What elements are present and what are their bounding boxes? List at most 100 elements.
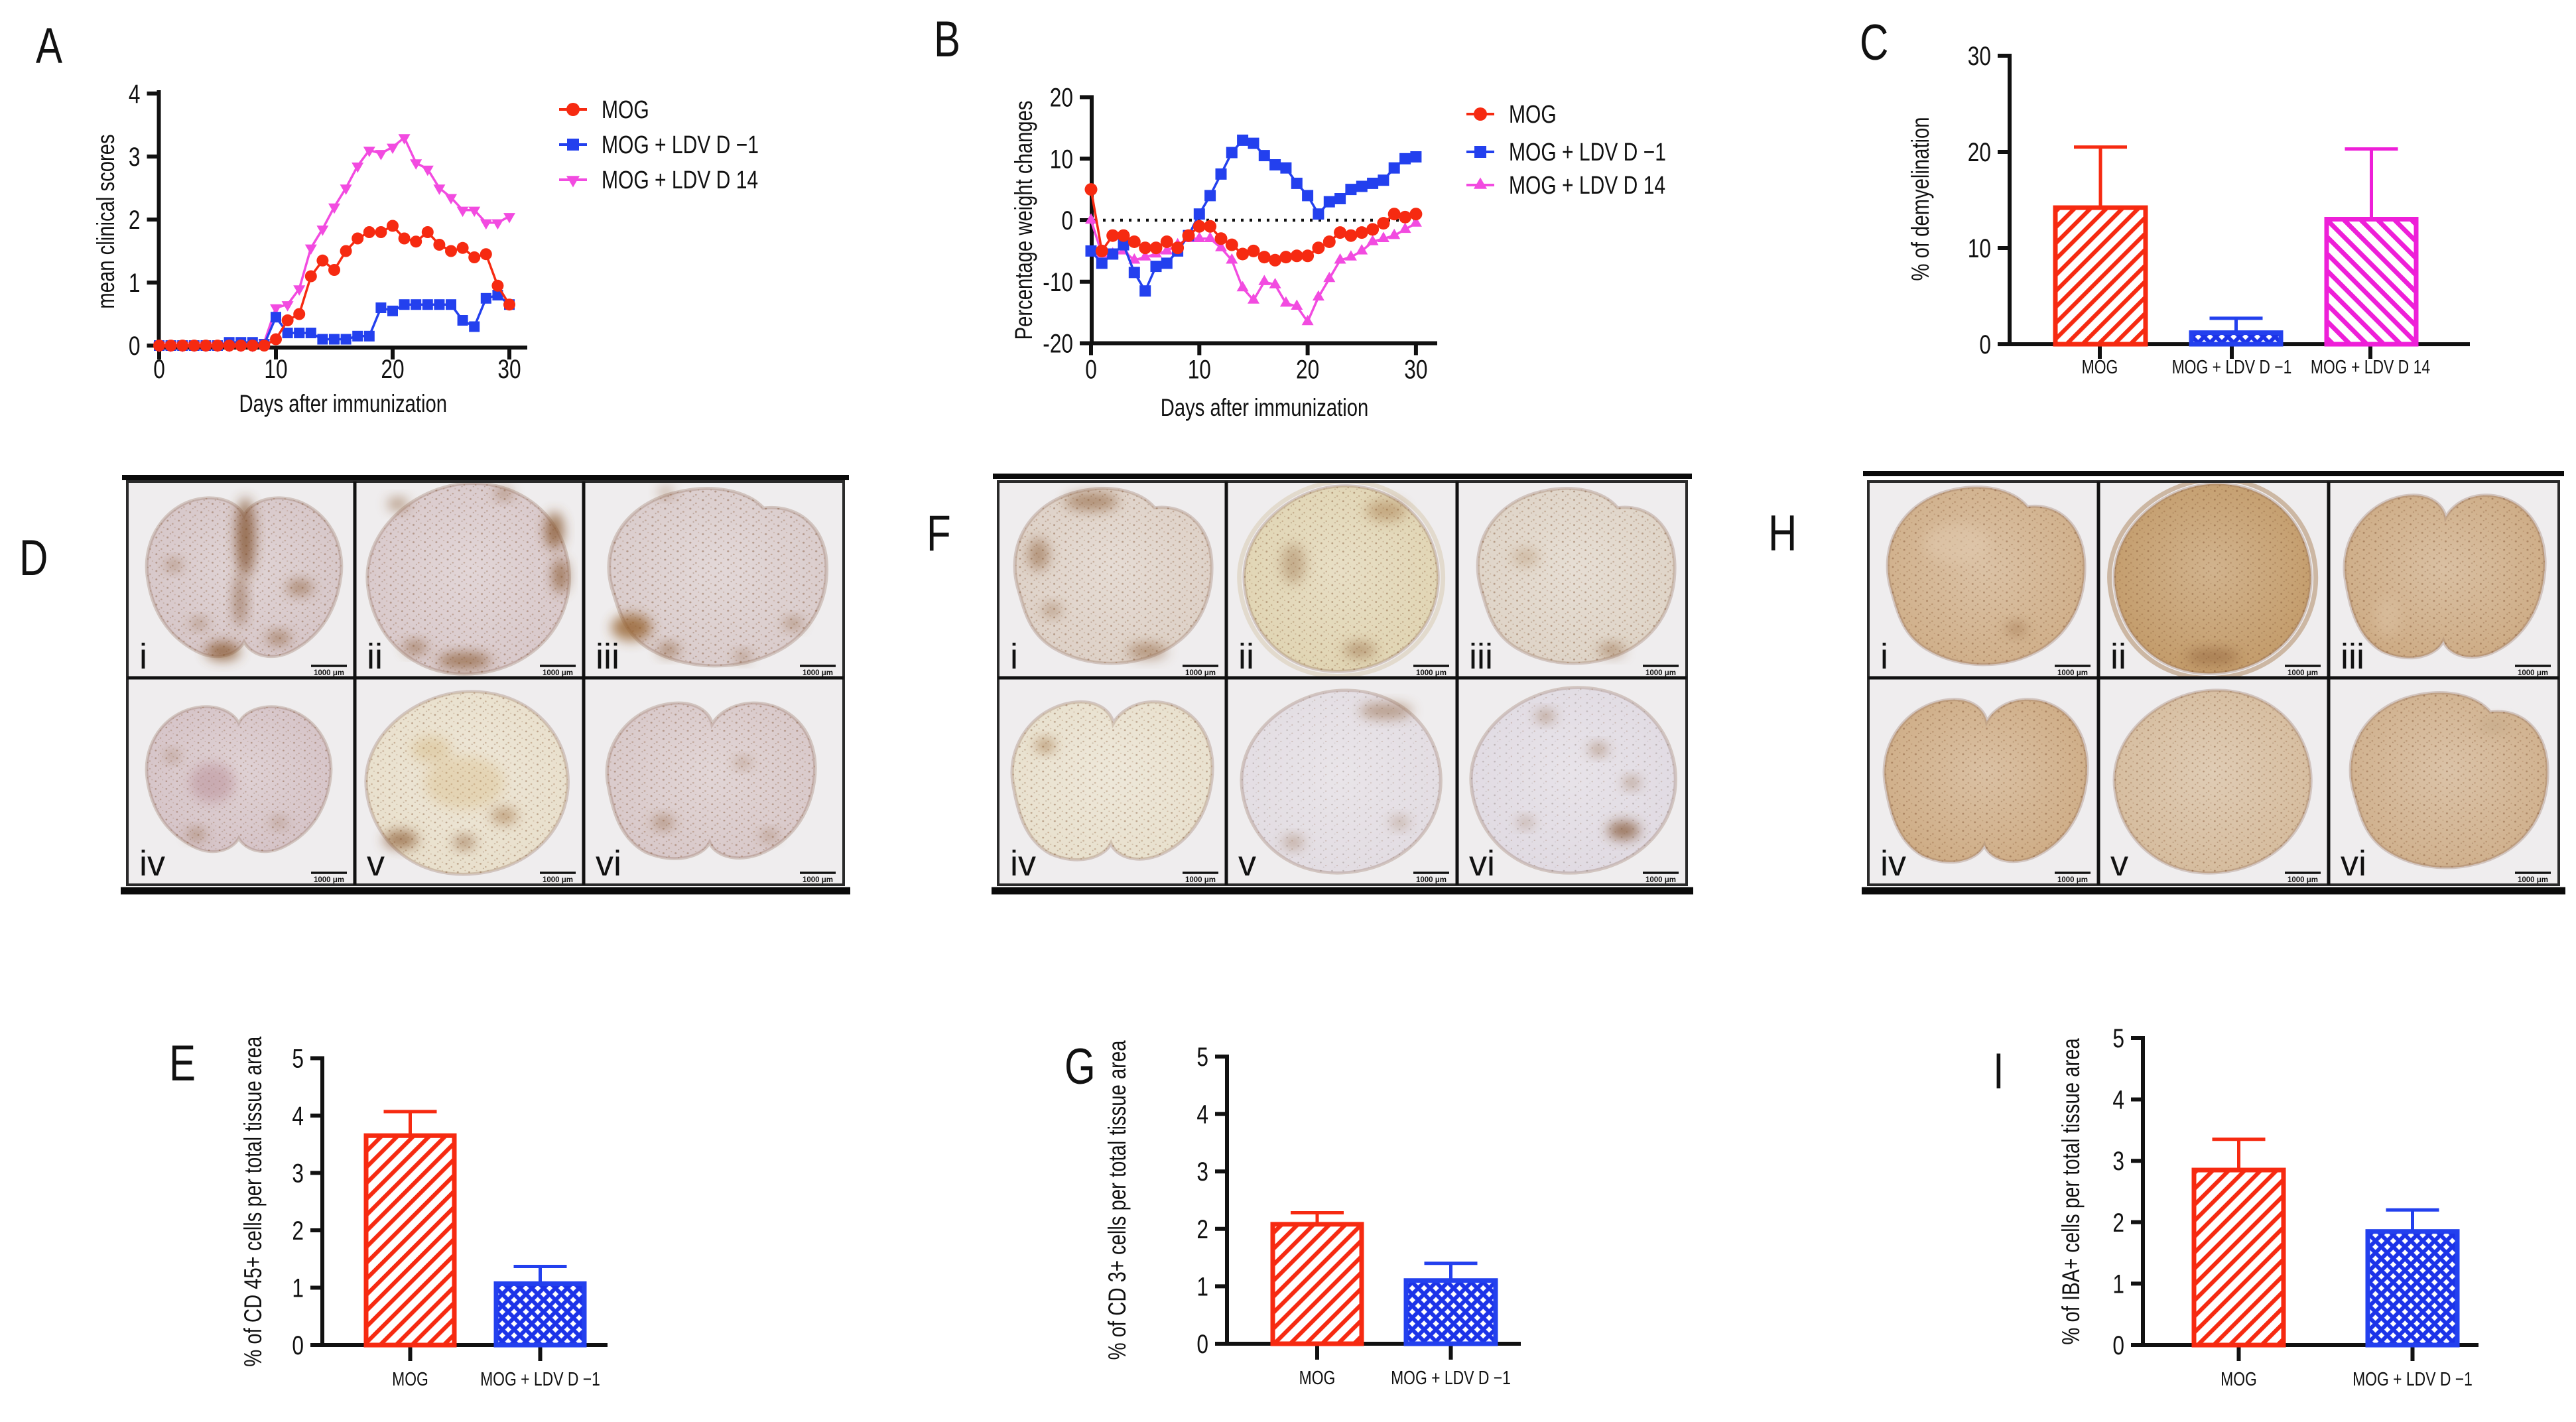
svg-text:5: 5 [2112, 1024, 2124, 1053]
svg-text:1000 μm: 1000 μm [1416, 876, 1447, 884]
svg-text:mean clinical scores: mean clinical scores [92, 134, 119, 308]
svg-text:1000 μm: 1000 μm [2287, 669, 2318, 677]
svg-text:1000 μm: 1000 μm [2287, 876, 2318, 884]
svg-text:MOG: MOG [2082, 357, 2118, 378]
svg-text:0: 0 [1979, 330, 1991, 359]
svg-text:1000 μm: 1000 μm [314, 876, 344, 884]
svg-text:% of CD 45+ cells per total ti: % of CD 45+ cells per total tissue area [239, 1036, 267, 1366]
svg-text:2: 2 [129, 206, 141, 235]
svg-text:1: 1 [292, 1274, 304, 1303]
svg-text:ii: ii [1238, 637, 1254, 677]
svg-text:4: 4 [292, 1102, 304, 1131]
svg-text:0: 0 [1085, 356, 1097, 385]
svg-text:iii: iii [596, 637, 619, 677]
svg-text:v: v [2110, 844, 2128, 883]
svg-text:D: D [19, 530, 48, 586]
svg-text:3: 3 [1196, 1157, 1208, 1187]
svg-text:1000 μm: 1000 μm [1185, 669, 1216, 677]
svg-text:5: 5 [292, 1045, 304, 1074]
svg-text:MOG: MOG [392, 1369, 428, 1390]
svg-text:1: 1 [1196, 1272, 1208, 1301]
svg-text:3: 3 [292, 1159, 304, 1189]
svg-text:G: G [1064, 1039, 1096, 1095]
svg-text:Days after immunization: Days after immunization [239, 390, 448, 417]
svg-text:iii: iii [1469, 637, 1493, 677]
svg-text:MOG + LDV D 14: MOG + LDV D 14 [602, 166, 758, 194]
svg-text:MOG: MOG [1509, 101, 1557, 129]
svg-text:v: v [367, 844, 385, 883]
svg-text:10: 10 [264, 355, 287, 384]
svg-text:30: 30 [1404, 356, 1427, 385]
svg-text:MOG + LDV D 14: MOG + LDV D 14 [1509, 172, 1665, 200]
svg-text:3: 3 [2112, 1147, 2124, 1176]
svg-text:1000 μm: 1000 μm [2057, 669, 2088, 677]
svg-text:MOG + LDV D −1: MOG + LDV D −1 [2172, 357, 2292, 378]
svg-text:H: H [1768, 505, 1797, 562]
svg-text:MOG + LDV D 14: MOG + LDV D 14 [2311, 357, 2430, 378]
svg-text:MOG + LDV D −1: MOG + LDV D −1 [1391, 1368, 1511, 1389]
svg-text:1000 μm: 1000 μm [1645, 669, 1676, 677]
svg-text:% of IBA+ cells per total tiss: % of IBA+ cells per total tissue area [2057, 1038, 2085, 1345]
svg-text:4: 4 [1196, 1100, 1208, 1130]
svg-text:1: 1 [129, 269, 141, 298]
svg-text:10: 10 [1050, 145, 1073, 174]
svg-text:Percentage weight changes: Percentage weight changes [1010, 101, 1037, 340]
svg-text:4: 4 [2112, 1086, 2124, 1115]
svg-text:1000 μm: 1000 μm [1185, 876, 1216, 884]
svg-text:20: 20 [1050, 84, 1073, 113]
svg-text:10: 10 [1968, 234, 1991, 263]
svg-text:30: 30 [1968, 42, 1991, 71]
svg-text:1: 1 [2112, 1269, 2124, 1299]
svg-text:1000 μm: 1000 μm [2518, 876, 2548, 884]
svg-text:MOG + LDV D −1: MOG + LDV D −1 [2352, 1369, 2473, 1390]
svg-text:I: I [1993, 1043, 2004, 1100]
svg-text:MOG + LDV D −1: MOG + LDV D −1 [480, 1369, 600, 1390]
svg-text:0: 0 [2112, 1331, 2124, 1360]
svg-text:ii: ii [367, 637, 383, 677]
svg-text:v: v [1238, 844, 1256, 883]
svg-text:0: 0 [1061, 206, 1073, 235]
svg-text:MOG + LDV D −1: MOG + LDV D −1 [1509, 139, 1666, 166]
svg-text:E: E [169, 1035, 196, 1092]
svg-text:10: 10 [1188, 356, 1211, 385]
svg-text:-20: -20 [1043, 330, 1073, 359]
svg-text:C: C [1860, 15, 1888, 71]
svg-text:Days after immunization: Days after immunization [1161, 394, 1369, 421]
svg-text:1000 μm: 1000 μm [2057, 876, 2088, 884]
svg-text:0: 0 [129, 332, 141, 361]
svg-text:1000 μm: 1000 μm [803, 876, 833, 884]
svg-text:% of demyelination: % of demyelination [1907, 117, 1934, 281]
svg-text:5: 5 [1196, 1043, 1208, 1072]
svg-text:20: 20 [1968, 138, 1991, 167]
svg-text:30: 30 [497, 355, 521, 384]
svg-text:MOG + LDV D −1: MOG + LDV D −1 [602, 131, 759, 159]
svg-text:vi: vi [596, 844, 621, 883]
svg-text:vi: vi [1469, 844, 1495, 883]
svg-text:1000 μm: 1000 μm [803, 669, 833, 677]
svg-text:MOG: MOG [602, 96, 649, 124]
svg-text:vi: vi [2341, 844, 2366, 883]
svg-text:MOG: MOG [2221, 1369, 2257, 1390]
svg-text:0: 0 [292, 1331, 304, 1360]
svg-text:iv: iv [1880, 844, 1906, 883]
svg-text:4: 4 [129, 80, 141, 109]
svg-text:1000 μm: 1000 μm [1645, 876, 1676, 884]
svg-text:iv: iv [1010, 844, 1036, 883]
svg-text:2: 2 [1196, 1215, 1208, 1244]
svg-text:3: 3 [129, 143, 141, 172]
svg-text:i: i [1880, 637, 1888, 677]
svg-text:0: 0 [1196, 1330, 1208, 1359]
svg-text:iii: iii [2341, 637, 2364, 677]
svg-text:i: i [1010, 637, 1018, 677]
svg-text:1000 μm: 1000 μm [314, 669, 344, 677]
svg-text:20: 20 [1296, 356, 1319, 385]
svg-text:iv: iv [139, 844, 165, 883]
svg-text:0: 0 [153, 355, 165, 384]
svg-text:% of CD 3+ cells per total tis: % of CD 3+ cells per total tissue area [1104, 1040, 1131, 1360]
svg-text:i: i [139, 637, 147, 677]
svg-text:A: A [36, 18, 62, 74]
svg-text:-10: -10 [1043, 268, 1073, 297]
svg-text:2: 2 [2112, 1208, 2124, 1238]
svg-text:1000 μm: 1000 μm [543, 876, 573, 884]
svg-text:2: 2 [292, 1216, 304, 1246]
